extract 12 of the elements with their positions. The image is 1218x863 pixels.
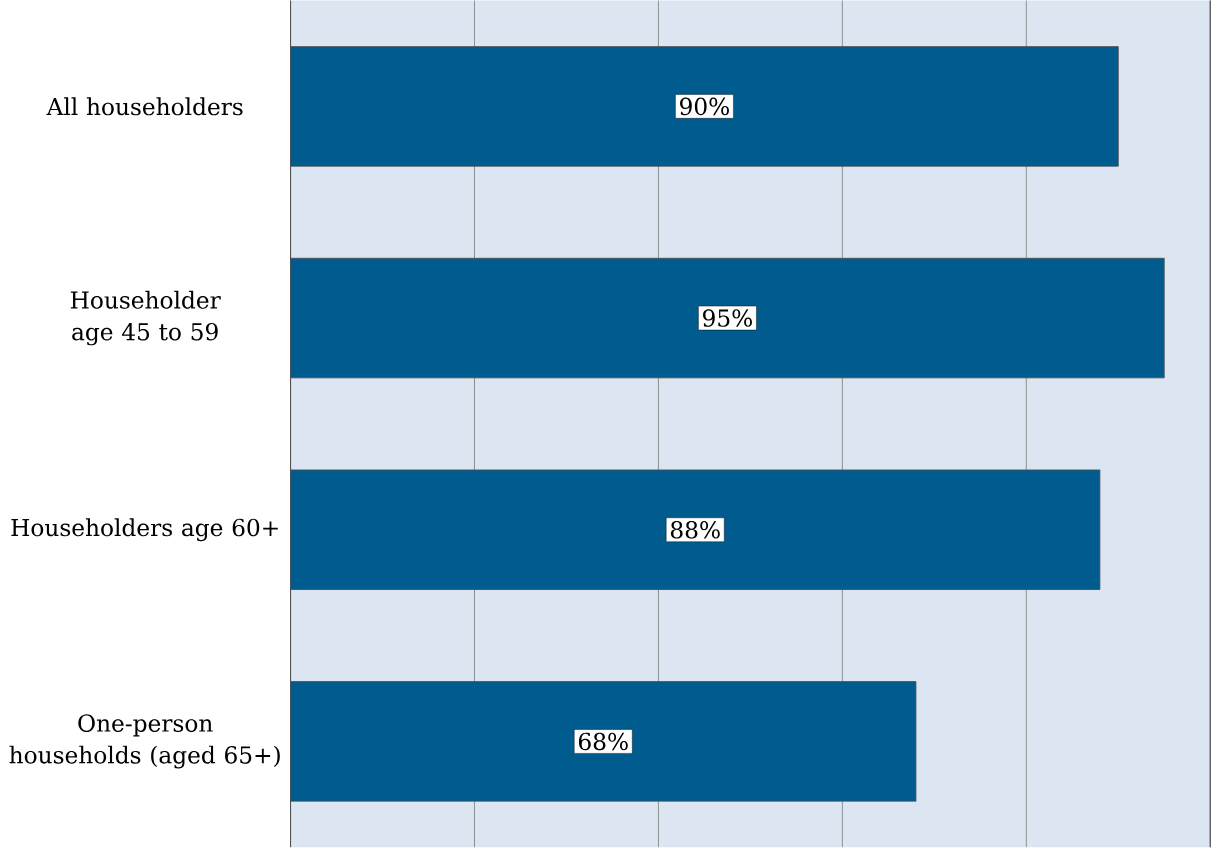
y-tick-label: One-person households (aged 65+) bbox=[9, 714, 280, 769]
data-label: 90% bbox=[680, 97, 729, 116]
data-label: 68% bbox=[578, 732, 628, 751]
data-label: 88% bbox=[670, 520, 720, 539]
y-tick-label: Householder age 45 to 59 bbox=[70, 290, 221, 346]
bar bbox=[290, 46, 1119, 167]
y-tick-label: All householders bbox=[46, 97, 243, 116]
bar bbox=[290, 257, 1165, 379]
y-tick-label: Householders age 60+ bbox=[11, 518, 278, 542]
data-label: 95% bbox=[703, 309, 752, 327]
bar bbox=[290, 469, 1101, 590]
bar bbox=[290, 681, 917, 802]
